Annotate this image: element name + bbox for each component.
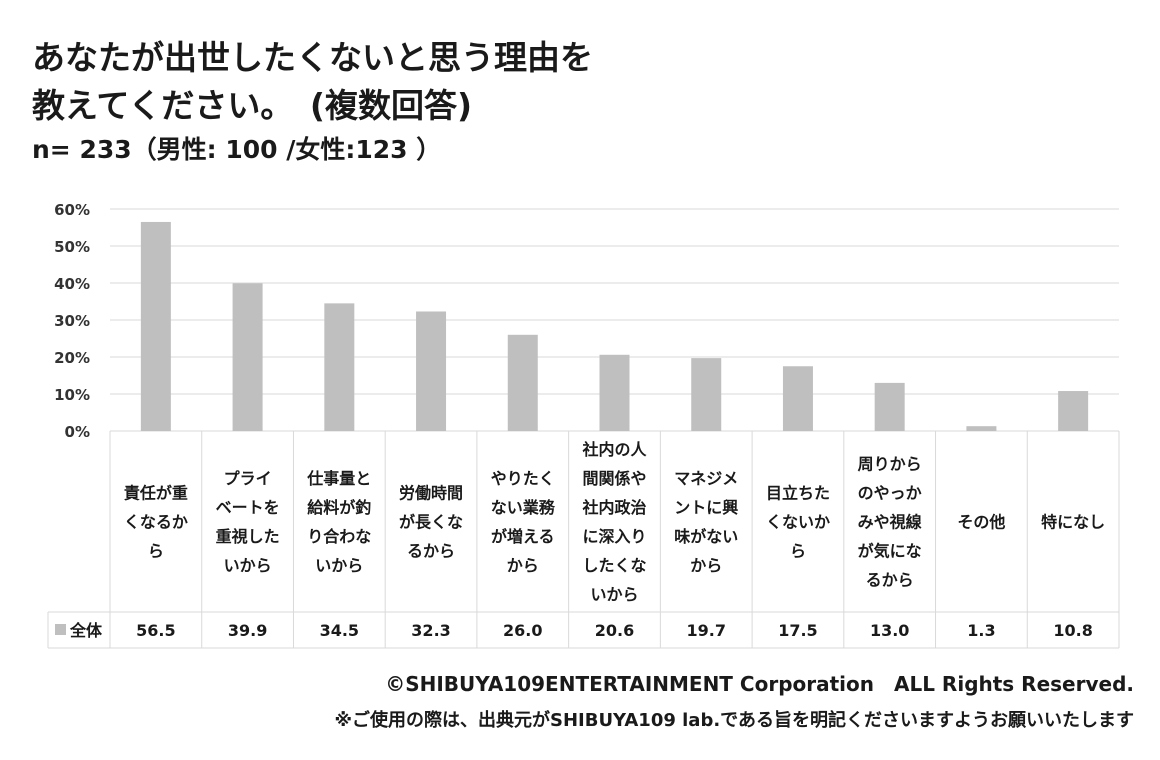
category-label: 責任が重くなるから — [124, 484, 188, 561]
bar — [232, 283, 263, 431]
y-tick-label: 30% — [54, 312, 90, 330]
category-label: プライベートを重視したいから — [216, 469, 280, 575]
category-label: 目立ちたくないから — [766, 484, 830, 561]
bar — [507, 334, 538, 431]
page-title: あなたが出世したくないと思う理由を 教えてください。 (複数回答) — [32, 34, 593, 130]
data-label: 10.8 — [1053, 621, 1092, 640]
bar — [1058, 391, 1089, 431]
y-tick-label: 20% — [54, 349, 90, 367]
category-label: 周りからのやっかみや視線が気になるから — [858, 455, 922, 590]
data-label: 20.6 — [595, 621, 634, 640]
data-label: 1.3 — [967, 621, 995, 640]
category-label: その他 — [957, 513, 1005, 532]
legend-swatch — [55, 624, 66, 635]
data-label: 39.9 — [228, 621, 267, 640]
bar — [874, 382, 905, 431]
bar — [140, 221, 171, 431]
category-label: やりたくない業務が増えるから — [491, 469, 556, 575]
y-tick-label: 60% — [54, 201, 90, 219]
title-line-1: あなたが出世したくないと思う理由を — [32, 38, 593, 77]
bar — [416, 311, 447, 431]
category-label: マネジメントに興味がないから — [674, 469, 738, 575]
legend-label: 全体 — [69, 621, 103, 640]
data-label: 34.5 — [320, 621, 359, 640]
category-label: 仕事量と給料が釣り合わないから — [306, 469, 371, 575]
y-tick-label: 10% — [54, 386, 90, 404]
data-label: 19.7 — [686, 621, 725, 640]
title-line-2: 教えてください。 (複数回答) — [32, 86, 473, 125]
sample-size: n= 233（男性: 100 /女性:123 ） — [32, 135, 442, 164]
category-label: 特になし — [1041, 513, 1105, 532]
usage-notice: ※ご使用の際は、出典元がSHIBUYA109 lab.である旨を明記くださいます… — [334, 710, 1135, 731]
y-tick-label: 50% — [54, 238, 90, 256]
bar — [966, 426, 997, 431]
copyright-text: ©SHIBUYA109ENTERTAINMENT Corporation ALL… — [385, 672, 1134, 696]
y-tick-label: 0% — [65, 423, 90, 441]
data-label: 17.5 — [778, 621, 817, 640]
data-label: 56.5 — [136, 621, 175, 640]
bar — [324, 303, 355, 431]
data-label: 26.0 — [503, 621, 542, 640]
category-label: 社内の人間関係や社内政治に深入りしたくないから — [581, 440, 647, 604]
data-label: 32.3 — [411, 621, 450, 640]
category-label: 労働時間が長くなるから — [399, 484, 463, 561]
bar — [599, 354, 630, 431]
bar — [691, 358, 722, 431]
bar — [782, 366, 813, 431]
y-tick-label: 40% — [54, 275, 90, 293]
data-label: 13.0 — [870, 621, 909, 640]
